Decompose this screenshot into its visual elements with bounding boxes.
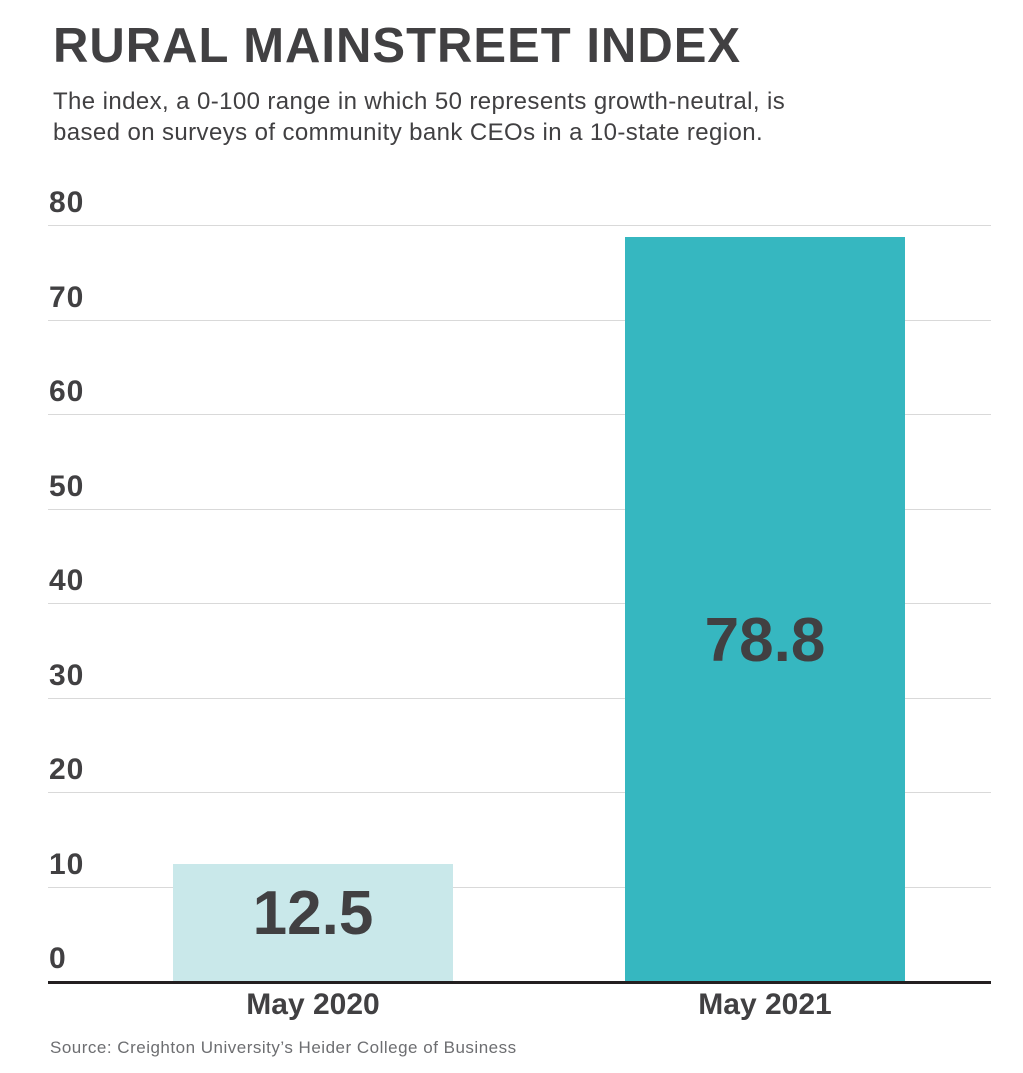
y-tick-label-20: 20 [49, 753, 85, 786]
chart-title: RURAL MAINSTREET INDEX [53, 19, 742, 73]
y-tick-label-80: 80 [49, 186, 85, 219]
y-tick-label-0: 0 [49, 942, 67, 975]
gridline-60 [48, 414, 991, 415]
y-tick-label-10: 10 [49, 847, 85, 881]
y-tick-label-30: 30 [49, 658, 85, 692]
gridline-50 [48, 508, 991, 510]
bar-may-2020: 12.5 [173, 864, 453, 982]
y-tick-label-40: 40 [49, 564, 85, 597]
x-axis-line [48, 981, 991, 984]
y-tick-label-60: 60 [49, 375, 85, 408]
gridline-10 [48, 886, 991, 888]
bar-may-2021: 78.8 [625, 237, 905, 982]
gridline-40 [48, 603, 991, 604]
gridline-30 [48, 697, 991, 699]
source-attribution: Source: Creighton University’s Heider Co… [50, 1038, 517, 1057]
gridline-80 [48, 225, 991, 226]
gridline-20 [48, 792, 991, 793]
plot-area: 0 10 20 30 40 50 60 70 80 12.5 May 2020 78.8 May 202… [48, 188, 991, 1021]
bar-value-label-may-2020: 12.5 [252, 879, 374, 948]
bar-value-label-may-2021: 78.8 [704, 606, 826, 675]
y-tick-label-50: 50 [49, 469, 85, 503]
y-tick-label-70: 70 [49, 280, 85, 314]
chart-subtitle: The index, a 0-100 range in which 50 rep… [53, 88, 786, 146]
gridline-70 [48, 319, 991, 321]
x-axis-label-may-2020: May 2020 [246, 988, 380, 1021]
x-axis-label-may-2021: May 2021 [698, 988, 832, 1021]
